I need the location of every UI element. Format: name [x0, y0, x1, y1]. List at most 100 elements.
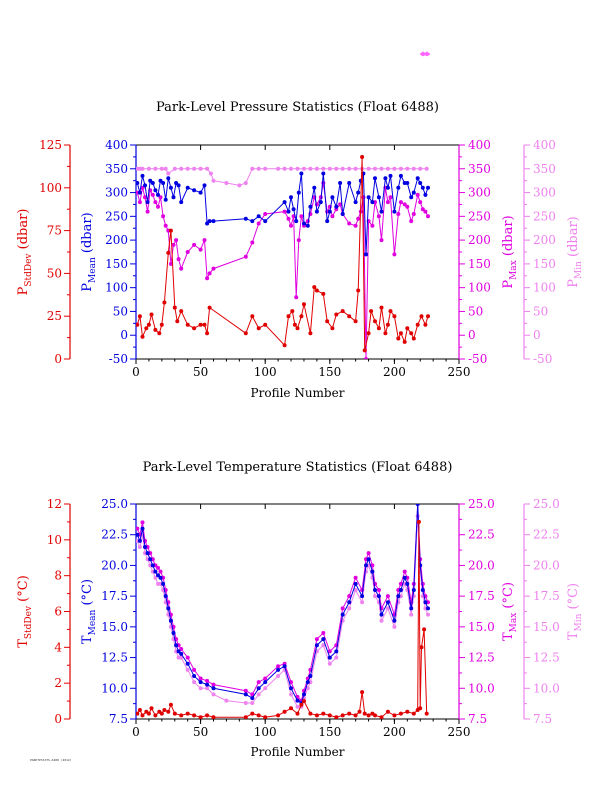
axis-label-sub: StdDev	[24, 605, 34, 639]
y-tick-label: 250	[105, 209, 128, 223]
y-tick-label: 22.5	[533, 528, 560, 542]
data-point-stddev	[353, 319, 358, 324]
data-point-mean	[289, 195, 293, 200]
y-axis-min: -50 0 50 100 150 200 250 300 350 400 PMin (dbar)	[523, 138, 584, 366]
data-point-mean	[305, 223, 310, 228]
data-point-max	[415, 192, 420, 197]
data-point-stddev	[198, 715, 203, 719]
data-point-max	[192, 667, 197, 672]
data-point-mean	[356, 190, 361, 195]
data-point-max	[420, 207, 425, 212]
x-tick-label: 250	[448, 365, 471, 379]
data-point-mean	[409, 606, 414, 611]
data-point-mean	[150, 563, 155, 568]
y-tick-label: 0	[54, 352, 62, 366]
data-point-mean	[294, 219, 299, 224]
data-point-max	[163, 223, 168, 228]
data-point-mean	[211, 686, 216, 691]
data-point-stddev	[312, 285, 317, 290]
y-tick-label: 350	[105, 162, 128, 176]
y-tick-label: -50	[468, 352, 487, 366]
data-point-mean	[174, 181, 179, 185]
data-point-stddev	[295, 326, 300, 331]
data-point-mean	[140, 173, 145, 178]
data-point-max	[205, 678, 210, 683]
data-point-max	[198, 247, 203, 252]
data-point-mean	[158, 575, 163, 580]
y-tick-label: 7.5	[468, 712, 487, 726]
y-tick-label: 150	[468, 257, 491, 271]
y-tick-label: 12.5	[101, 651, 128, 665]
y-axis-label-mean: TMean (°C)	[80, 579, 98, 644]
data-point-stddev	[198, 322, 203, 327]
y-tick-label: 50	[113, 304, 128, 318]
data-point-stddev	[373, 713, 377, 718]
y-tick-label: 25.0	[101, 497, 128, 511]
data-point-min	[379, 618, 384, 623]
data-point-min	[211, 692, 216, 697]
data-point-mean	[411, 588, 416, 592]
data-point-max	[179, 266, 184, 271]
y-tick-label: 25	[47, 309, 62, 323]
data-point-max	[243, 688, 248, 693]
data-point-min	[289, 166, 293, 171]
data-point-stddev	[415, 322, 420, 327]
data-point-stddev	[243, 715, 248, 719]
data-point-min	[256, 166, 261, 171]
y-tick-label: 15.0	[533, 620, 560, 634]
data-point-min	[137, 545, 142, 549]
data-point-mean	[137, 190, 142, 195]
data-point-max	[286, 216, 291, 221]
y-tick-label: 22.5	[468, 528, 495, 542]
data-point-max	[356, 216, 361, 221]
y-tick-label: 7.5	[533, 712, 552, 726]
data-point-min	[347, 166, 352, 171]
data-point-stddev	[168, 228, 173, 233]
data-point-min	[153, 166, 158, 171]
data-point-min	[385, 166, 390, 171]
data-point-max	[150, 192, 155, 197]
data-point-min	[179, 166, 184, 171]
data-point-mean	[334, 649, 339, 654]
data-point-mean	[385, 600, 390, 605]
x-tick-label: 250	[448, 725, 471, 739]
data-point-max	[243, 254, 248, 259]
x-tick-label: 50	[193, 365, 208, 379]
data-point-stddev	[362, 711, 367, 716]
y-tick-label: 250	[468, 209, 491, 223]
data-point-mean	[282, 664, 287, 669]
y-tick-label: 50	[468, 304, 483, 318]
data-point-min	[409, 612, 414, 617]
data-point-max	[161, 214, 166, 219]
data-point-max	[376, 588, 381, 592]
data-point-stddev	[334, 312, 339, 317]
data-point-stddev	[353, 713, 358, 718]
data-point-min	[340, 166, 345, 171]
series-line-min	[137, 168, 427, 186]
data-point-stddev	[360, 690, 365, 695]
data-point-min	[385, 606, 390, 611]
y-tick-label: 7.5	[109, 712, 128, 726]
data-point-stddev	[282, 343, 287, 348]
series-line-mean	[136, 504, 429, 704]
data-point-stddev	[263, 322, 268, 327]
data-point-mean	[402, 575, 407, 580]
data-point-mean	[168, 618, 173, 623]
data-point-max	[379, 238, 384, 243]
data-point-mean	[392, 618, 397, 623]
y-tick-label: 0	[468, 328, 476, 342]
data-point-stddev	[185, 322, 190, 327]
data-point-mean	[207, 219, 212, 224]
axis-label-main: T	[80, 635, 95, 644]
series-max	[136, 504, 430, 703]
data-point-mean	[286, 209, 291, 214]
data-point-min	[411, 166, 416, 171]
y-tick-label: 150	[533, 257, 556, 271]
legend-marker-dot	[420, 51, 426, 57]
data-point-max	[396, 212, 401, 216]
y-axis-max: 7.5 10.0 12.5 15.0 17.5 20.0 22.5 25.0 TMax (°C)	[458, 497, 519, 726]
data-point-stddev	[140, 334, 145, 339]
data-point-stddev	[340, 713, 345, 718]
data-point-stddev	[153, 713, 158, 718]
